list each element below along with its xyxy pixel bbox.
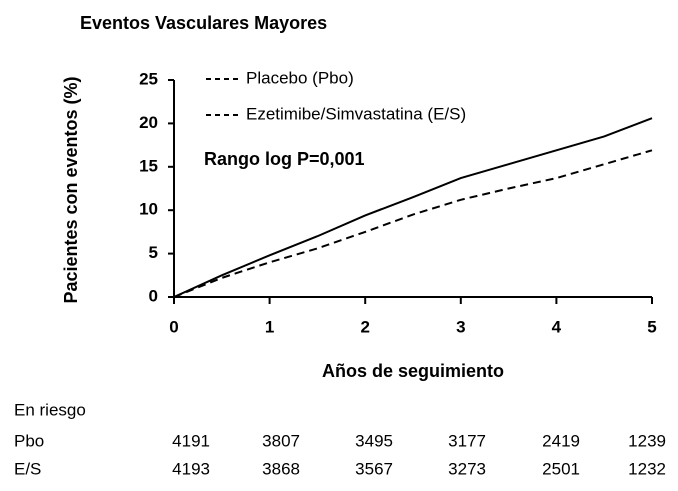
y-tick-label: 10 [139, 200, 158, 219]
legend-label: Ezetimibe/Simvastatina (E/S) [246, 104, 466, 123]
risk-value: 2419 [542, 431, 580, 450]
series-line [173, 117, 653, 298]
x-tick-label: 0 [169, 317, 178, 336]
risk-value: 4193 [172, 459, 210, 478]
x-tick-label: 3 [456, 317, 465, 336]
x-tick-label: 4 [552, 317, 562, 336]
y-tick-label: 20 [139, 113, 158, 132]
y-axis-label: Pacientes con eventos (%) [61, 76, 81, 303]
risk-row-label: Pbo [14, 431, 44, 450]
risk-value: 3273 [448, 459, 486, 478]
risk-value: 3567 [355, 459, 393, 478]
annotation: Rango log P=0,001 [204, 149, 365, 169]
y-tick-label: 15 [139, 156, 158, 175]
x-tick-label: 5 [647, 317, 656, 336]
risk-value: 3177 [448, 431, 486, 450]
series-line [173, 149, 653, 298]
risk-value: 3868 [262, 459, 300, 478]
y-tick-label: 0 [149, 286, 158, 305]
chart-title: Eventos Vasculares Mayores [80, 13, 327, 33]
risk-value: 4191 [172, 431, 210, 450]
y-tick-label: 5 [149, 243, 158, 262]
x-axis-label: Años de seguimiento [322, 361, 504, 381]
risk-value: 2501 [542, 459, 580, 478]
risk-value: 3495 [355, 431, 393, 450]
legend-label: Placebo (Pbo) [246, 68, 354, 87]
x-tick-label: 1 [265, 317, 274, 336]
risk-value: 1239 [628, 431, 666, 450]
y-tick-label: 25 [139, 69, 158, 88]
risk-row-label: E/S [14, 459, 41, 478]
x-tick-label: 2 [360, 317, 369, 336]
risk-value: 3807 [262, 431, 300, 450]
risk-value: 1232 [628, 459, 666, 478]
risk-title: En riesgo [14, 400, 86, 419]
